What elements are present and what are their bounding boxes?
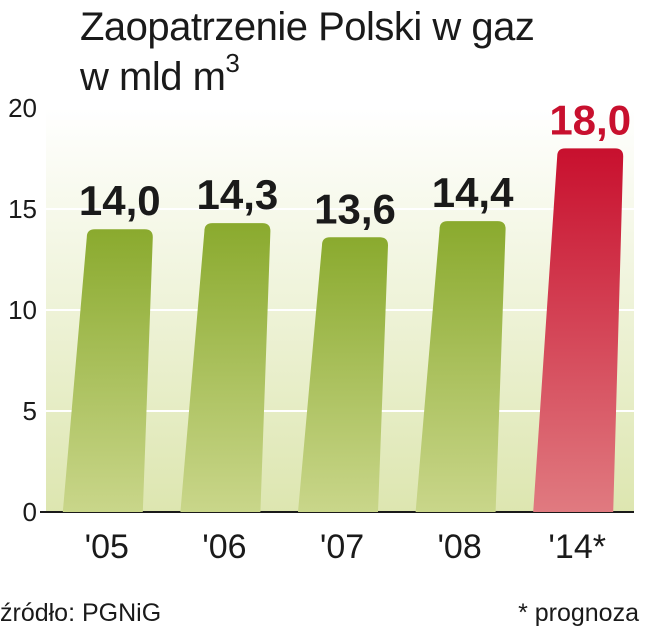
x-tick-label: '14* <box>548 528 606 566</box>
bars <box>62 148 624 512</box>
value-label: 14,4 <box>432 169 514 216</box>
value-label: 14,3 <box>197 171 279 218</box>
y-tick-label: 0 <box>23 497 37 527</box>
x-axis-labels: '05 '06 '07 '08 '14* <box>85 528 606 566</box>
value-label: 13,6 <box>314 185 396 232</box>
source-note: źródło: PGNiG <box>0 599 162 627</box>
y-tick-label: 5 <box>23 396 37 426</box>
x-tick-label: '06 <box>202 528 246 566</box>
chart-unit-text: w mld m <box>80 55 226 99</box>
y-tick-label: 20 <box>8 93 37 123</box>
y-tick-label: 15 <box>8 194 37 224</box>
bar <box>62 229 153 512</box>
bar <box>298 237 388 512</box>
value-label: 14,0 <box>79 177 161 224</box>
value-label: 18,0 <box>549 96 631 143</box>
chart-unit-line: w mld m3 <box>80 50 534 102</box>
value-labels: 14,0 14,3 13,6 14,4 18,0 <box>79 96 631 232</box>
forecast-footnote: * prognoza <box>518 599 639 627</box>
y-tick-label: 10 <box>8 295 37 325</box>
chart-title: Zaopatrzenie Polski w gaz w mld m3 <box>80 2 535 102</box>
bar-forecast <box>533 148 624 512</box>
bar <box>180 223 271 512</box>
x-tick-label: '07 <box>320 528 364 566</box>
x-tick-label: '05 <box>85 528 129 566</box>
x-tick-label: '08 <box>437 528 481 566</box>
chart-title-line1: Zaopatrzenie Polski w gaz <box>80 5 535 49</box>
bar <box>415 221 506 512</box>
chart-unit-superscript: 3 <box>225 48 240 78</box>
